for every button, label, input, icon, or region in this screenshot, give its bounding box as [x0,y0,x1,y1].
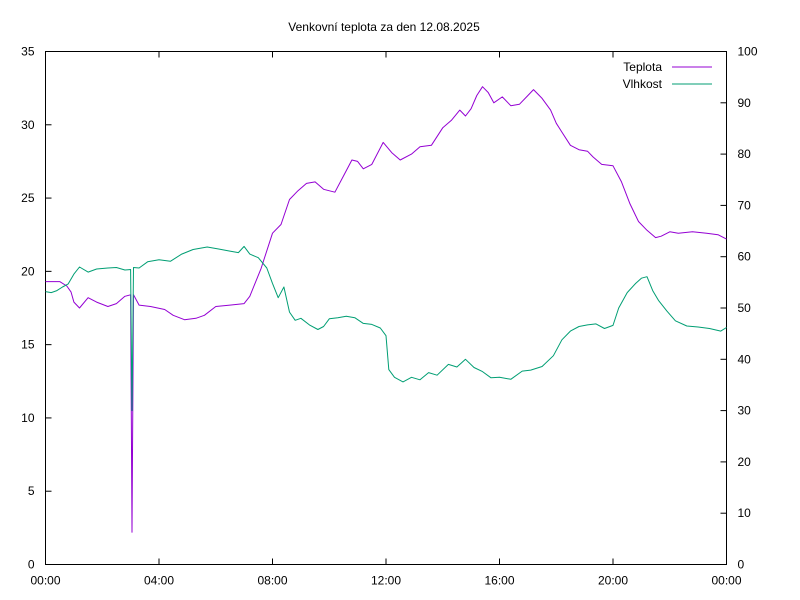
y-right-tick-label: 10 [738,506,752,520]
y-right-tick-label: 90 [738,96,752,110]
y-right-tick-label: 100 [738,45,758,59]
y-right-tick-label: 70 [738,198,752,212]
axes: 0 5 10 15 20 25 30 35 0 10 20 30 40 50 60 70 80 90 100 00:0… [21,45,758,588]
y-left-tick-label: 35 [21,45,35,59]
y-left-tick-label: 25 [21,191,35,205]
y-right-tick-label: 50 [738,301,752,315]
x-tick-label: 12:00 [371,574,401,588]
x-tick-label: 04:00 [144,574,174,588]
x-tick-label: 00:00 [711,574,741,588]
y-right-tick-label: 20 [738,455,752,469]
chart-title: Venkovní teplota za den 12.08.2025 [288,20,480,34]
x-tick-label: 16:00 [484,574,514,588]
y-left-tick-label: 30 [21,118,35,132]
series-line-teplota [45,86,727,533]
y-left-tick-label: 0 [28,558,35,572]
plot-area-border [45,51,727,565]
legend-label: Vlhkost [623,77,663,91]
y-right-tick-label: 80 [738,147,752,161]
x-tick-label: 20:00 [598,574,628,588]
y-right-tick-label: 60 [738,250,752,264]
y-left-tick-label: 10 [21,411,35,425]
legend-label: Teplota [623,60,662,74]
y-right-tick-label: 0 [738,558,745,572]
series-line-vlhkost [45,245,727,412]
y-left-tick-label: 20 [21,264,35,278]
y-right-tick-label: 30 [738,404,752,418]
x-tick-label: 00:00 [30,574,60,588]
legend: Teplota Vlhkost [623,60,712,91]
x-tick-label: 08:00 [257,574,287,588]
series-lines [45,86,727,533]
y-right-tick-label: 40 [738,352,752,366]
y-left-tick-label: 15 [21,338,35,352]
y-left-tick-label: 5 [28,484,35,498]
